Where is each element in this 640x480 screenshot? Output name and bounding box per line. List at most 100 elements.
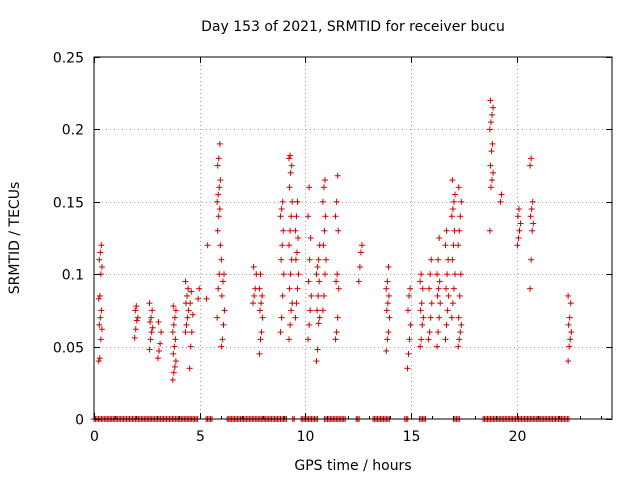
data-point [529,198,536,205]
data-point [257,271,264,278]
data-point [277,213,284,220]
data-point [320,292,327,299]
data-point [217,242,224,249]
data-point [204,242,211,249]
data-point [98,326,105,333]
data-point [148,329,155,336]
data-point [443,321,450,328]
data-point [258,300,265,307]
data-point [256,307,263,314]
data-point [435,285,442,292]
data-point [171,343,178,350]
data-point [404,307,411,314]
data-point [286,242,293,249]
data-point [258,329,265,336]
data-point [334,172,341,179]
data-point [436,278,443,285]
data-point [452,191,459,198]
data-point [355,278,362,285]
data-point [149,307,156,314]
data-point [456,292,463,299]
data-point [406,292,413,299]
data-point [156,347,163,354]
data-point [322,213,329,220]
data-point [487,119,494,126]
data-point [171,363,178,370]
data-point [487,162,494,169]
data-point [96,321,103,328]
data-point [356,263,363,270]
data-point [218,256,225,263]
data-point [216,140,223,147]
data-point [425,336,432,343]
data-point [221,271,228,278]
data-point [488,148,495,155]
data-point [148,314,155,321]
data-point [154,355,161,362]
axis-ticks: 0 0.05 0.1 0.15 0.2 0.25 0 5 10 15 20 [53,51,612,445]
data-point [383,347,390,354]
data-point [528,155,535,162]
data-point [185,307,192,314]
data-point [134,314,141,321]
data-point [183,321,190,328]
data-point [515,235,522,241]
data-point [527,285,534,292]
data-point [215,213,222,220]
data-point [437,300,444,307]
data-point [445,292,452,299]
data-point [497,198,504,205]
data-point [456,227,463,234]
data-point [528,206,535,213]
data-point [321,271,328,278]
data-point [172,307,179,314]
data-point [277,329,284,336]
data-point [442,242,449,249]
data-point [457,213,464,220]
data-point [316,278,323,285]
data-point [279,242,286,249]
y-tick-label: 0.25 [53,51,84,67]
data-point [490,104,497,111]
x-tick-label: 15 [403,429,421,445]
data-point [385,263,392,270]
data-point [386,314,393,321]
data-point [280,227,287,234]
data-point [187,343,194,350]
data-point [333,278,340,285]
data-point [333,198,340,205]
data-point [428,256,435,263]
data-point [357,249,364,256]
data-point [420,314,427,321]
data-point [358,242,365,249]
data-point [383,307,390,314]
data-point [295,271,302,278]
data-point [517,220,524,227]
data-point [215,285,222,292]
data-point [218,292,225,299]
data-point [188,288,195,295]
data-point [457,329,464,336]
data-points [91,97,575,422]
data-point [333,329,340,336]
data-point [169,376,176,383]
data-point [319,198,326,205]
data-point [292,256,299,263]
data-point [443,285,450,292]
data-point [293,300,300,307]
data-point [215,155,222,162]
data-point [458,198,465,205]
data-point [170,303,177,310]
data-point [315,256,322,263]
data-point [287,271,294,278]
data-point [567,336,574,343]
data-point [385,329,392,336]
data-point [426,285,433,292]
data-point [528,256,535,263]
data-point [314,263,321,270]
data-point [217,177,224,184]
data-point [323,256,330,263]
data-point [219,278,226,285]
data-point [305,278,312,285]
data-point [434,292,441,299]
